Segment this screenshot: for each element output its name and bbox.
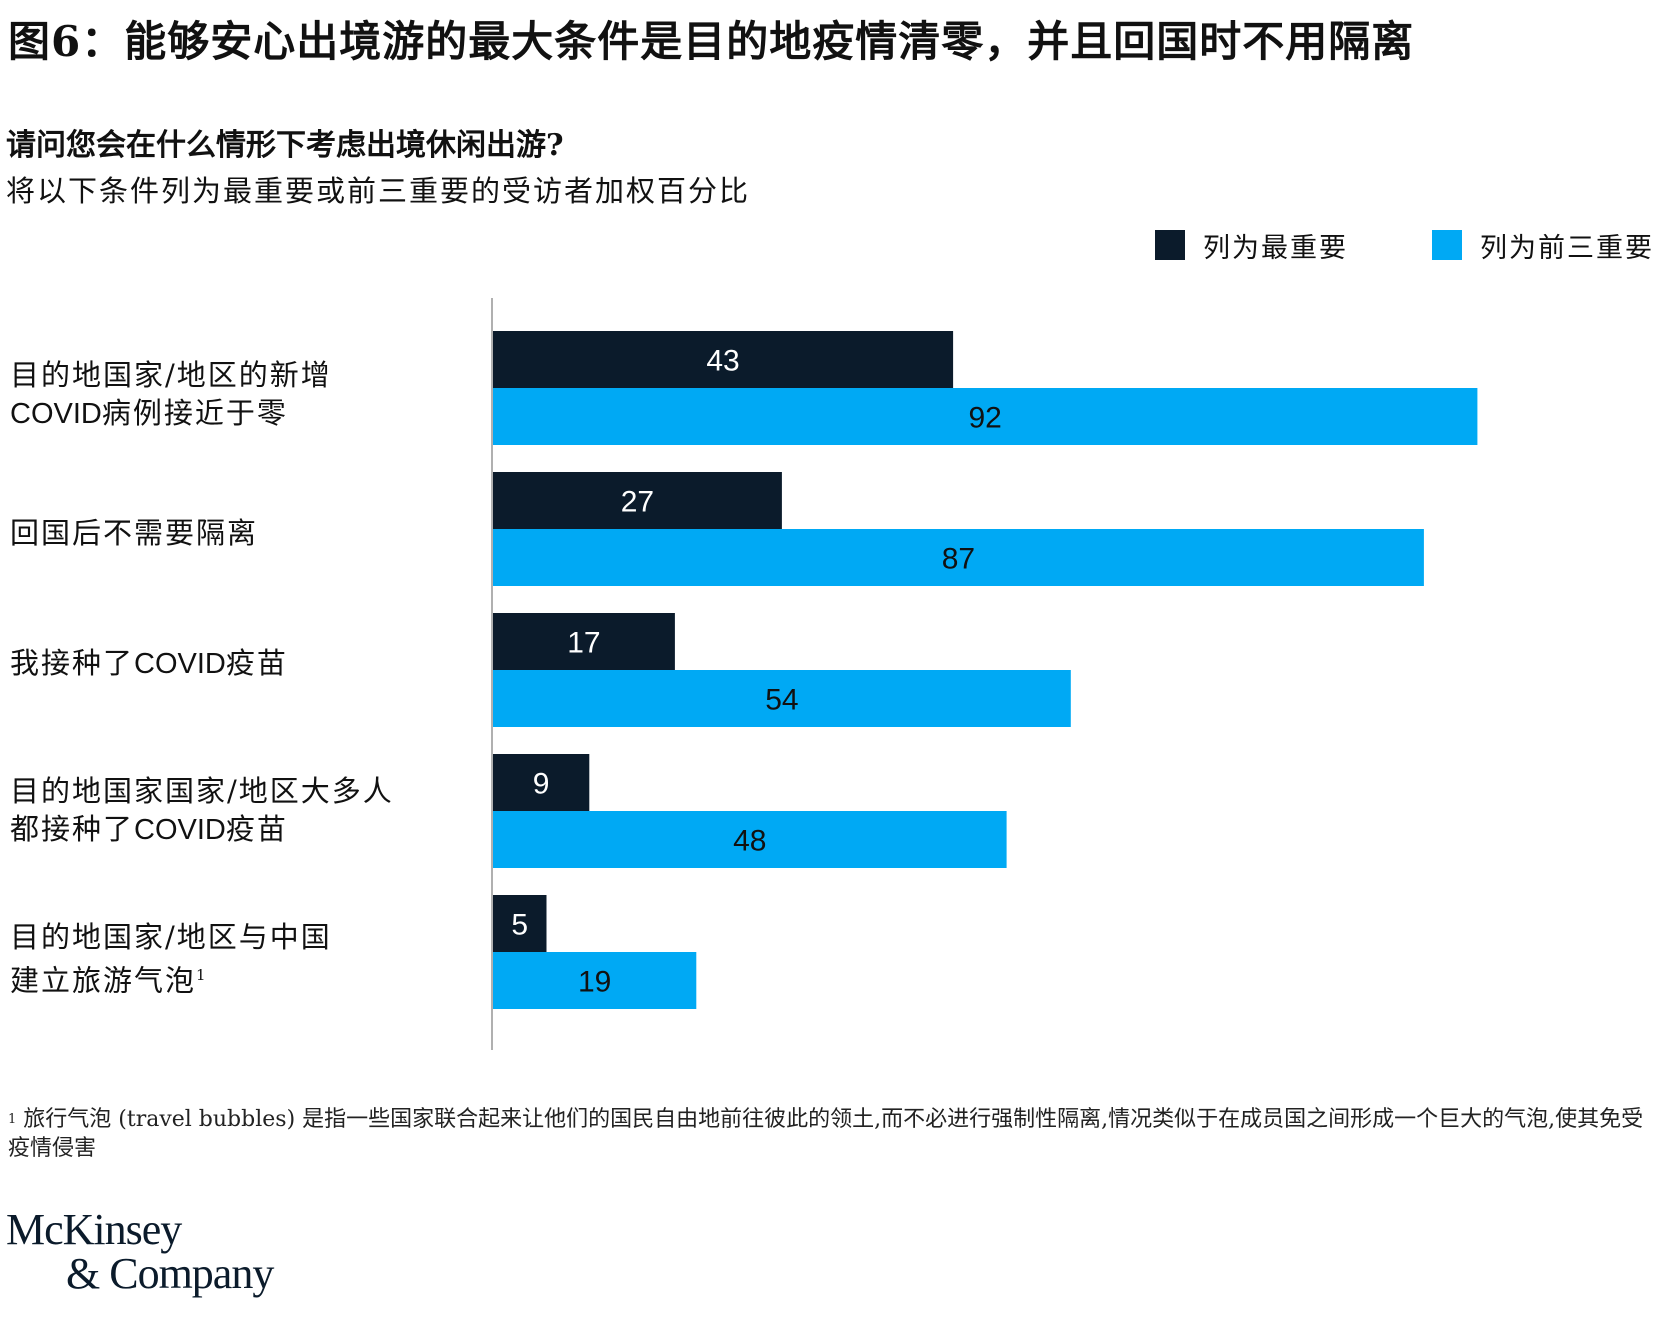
bar-top1-4 <box>493 754 590 811</box>
category-label-5-head: 建立旅游气泡 <box>10 963 197 998</box>
data-label-top1-2: 27 <box>621 486 654 519</box>
bar-top3-4 <box>493 811 1007 868</box>
category-label-4-head: 都接种了 <box>10 812 135 846</box>
bar-chart: 43 92 27 87 17 54 9 48 5 19 <box>491 298 1478 1050</box>
logo-line1: McKinsey <box>6 1205 182 1254</box>
category-label-4-line1: 目的地国家国家/地区大多人 <box>10 774 394 808</box>
data-label-top3-2: 87 <box>942 543 975 576</box>
legend-item-top3: 列为前三重要 <box>1432 228 1654 264</box>
category-label-2-line1: 回国后不需要隔离 <box>10 516 259 550</box>
data-label-top1-3: 17 <box>567 627 600 660</box>
category-label-1: 目的地国家/地区的新增 COVID病例接近于零 <box>10 356 332 433</box>
footnote-ref: 1 <box>196 966 208 984</box>
logo-line2: & Company <box>66 1249 274 1298</box>
category-label-3-head: 我接种了 <box>10 646 135 680</box>
legend-swatch-top1 <box>1155 230 1185 260</box>
legend-label-top1: 列为最重要 <box>1203 232 1348 264</box>
bar-top3-5 <box>493 952 697 1009</box>
data-label-top1-1: 43 <box>706 345 739 378</box>
footnote-text: 旅行气泡 (travel bubbles) 是指一些国家联合起来让他们的国民自由… <box>8 1107 1644 1161</box>
chart-subtitle: 将以下条件列为最重要或前三重要的受访者加权百分比 <box>6 174 751 208</box>
data-label-top3-3: 54 <box>765 684 798 717</box>
category-label-5: 目的地国家/地区与中国 建立旅游气泡1 <box>10 918 332 1000</box>
category-label-4-latin: COVID <box>134 814 226 846</box>
chart-question: 请问您会在什么情形下考虑出境休闲出游? <box>6 128 564 163</box>
category-label-3-tail: 疫苗 <box>225 646 288 680</box>
category-label-4-line2: 都接种了COVID疫苗 <box>10 810 394 849</box>
legend-swatch-top3 <box>1432 230 1462 260</box>
category-label-5-line2: 建立旅游气泡1 <box>10 956 332 1000</box>
category-label-3-line1: 我接种了COVID疫苗 <box>10 644 288 683</box>
category-label-1-line2: COVID病例接近于零 <box>10 394 332 433</box>
bar-top1-5 <box>493 895 547 952</box>
category-label-1-latin: COVID <box>10 398 102 430</box>
data-label-top1-5: 5 <box>511 909 528 942</box>
category-label-1-tail: 病例接近于零 <box>101 396 288 430</box>
footnote-mark: 1 <box>8 1112 17 1127</box>
bar-top1-2 <box>493 472 782 529</box>
data-label-top3-5: 19 <box>578 966 611 999</box>
legend-item-top1: 列为最重要 <box>1155 228 1348 264</box>
bar-top1-1 <box>493 331 954 388</box>
bar-top3-1 <box>493 388 1478 445</box>
footnote: 1 旅行气泡 (travel bubbles) 是指一些国家联合起来让他们的国民… <box>8 1105 1658 1163</box>
data-label-top1-4: 9 <box>533 768 550 801</box>
category-label-2: 回国后不需要隔离 <box>10 514 258 552</box>
category-label-4: 目的地国家国家/地区大多人 都接种了COVID疫苗 <box>10 772 394 849</box>
category-label-3: 我接种了COVID疫苗 <box>10 644 288 683</box>
legend-label-top3: 列为前三重要 <box>1480 232 1654 264</box>
data-label-top3-4: 48 <box>733 825 766 858</box>
category-label-3-latin: COVID <box>134 648 226 680</box>
category-label-4-tail: 疫苗 <box>225 812 288 846</box>
category-label-1-line1: 目的地国家/地区的新增 <box>10 358 332 392</box>
mckinsey-logo: McKinsey & Company <box>6 1205 274 1298</box>
data-label-top3-1: 92 <box>969 402 1002 435</box>
category-label-5-line1: 目的地国家/地区与中国 <box>10 920 332 954</box>
chart-title: 图6：能够安心出境游的最大条件是目的地疫情清零，并且回国时不用隔离 <box>8 17 1415 66</box>
bar-top3-3 <box>493 670 1071 727</box>
bar-top1-3 <box>493 613 675 670</box>
bar-top3-2 <box>493 529 1424 586</box>
